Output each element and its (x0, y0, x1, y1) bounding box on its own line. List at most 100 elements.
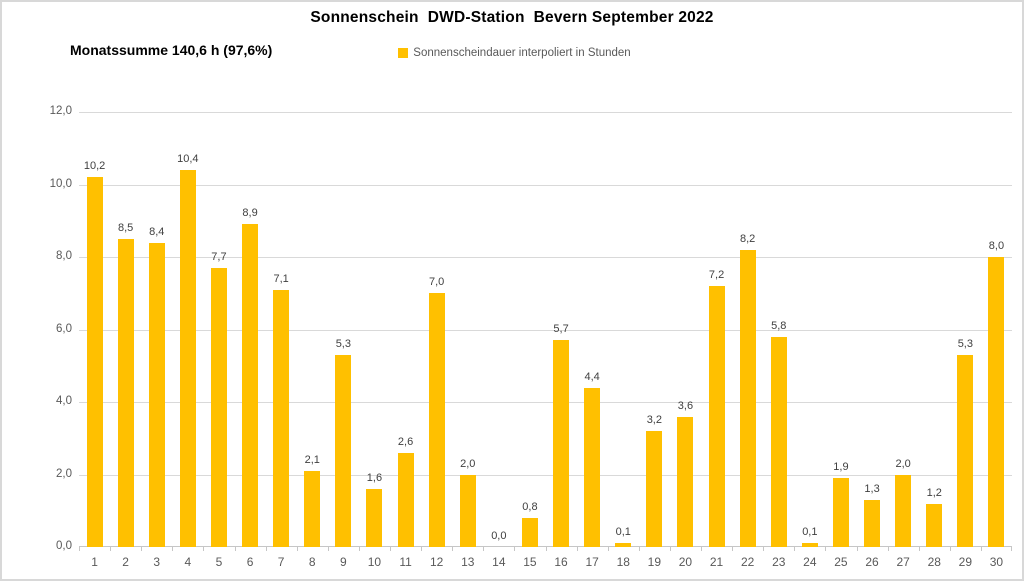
bar-value-label-day-4: 10,4 (177, 153, 199, 165)
x-axis-tick-mark (203, 547, 204, 551)
chart-title: Sonnenschein DWD-Station Bevern Septembe… (310, 9, 714, 26)
x-axis-tick-mark (390, 547, 391, 551)
x-tick-label-day-18: 18 (616, 555, 630, 569)
x-axis-tick-mark (514, 547, 515, 551)
x-axis-tick-mark (857, 547, 858, 551)
bar-value-label-day-12: 7,0 (428, 276, 445, 289)
bar-value-label-day-20: 3,6 (677, 399, 694, 412)
bar-day-13 (459, 474, 476, 547)
bar-day-7 (273, 289, 290, 547)
bar-day-16 (553, 340, 570, 547)
bar-value-label-day-30: 8,0 (988, 240, 1005, 252)
bar-value-label-day-9: 5,3 (335, 337, 351, 350)
x-tick-label-day-11: 11 (399, 555, 412, 569)
bar-value-label-day-21: 7,2 (708, 269, 725, 281)
bar-value-label-day-27: 2,0 (895, 457, 911, 470)
y-tick-label: 6,0 (56, 322, 72, 335)
x-tick-label-day-12: 12 (429, 555, 444, 569)
bar-day-23 (770, 336, 787, 547)
y-tick-label: 8,0 (56, 250, 72, 262)
legend-label: Sonnenscheindauer interpoliert in Stunde… (413, 47, 631, 59)
x-axis-tick-mark (235, 547, 236, 551)
bar-day-18 (615, 543, 632, 547)
bar-value-label-day-19: 3,2 (646, 414, 662, 426)
x-axis-tick-mark (763, 547, 764, 551)
bar-day-6 (242, 224, 259, 547)
y-tick-label: 0,0 (56, 540, 72, 552)
x-axis-line (79, 546, 1012, 547)
x-axis-tick-mark (359, 547, 360, 551)
gridline-2,0 (79, 474, 1012, 476)
bar-day-5 (210, 267, 227, 547)
bar-value-label-day-16: 5,7 (553, 323, 569, 336)
x-tick-label-day-28: 28 (927, 555, 941, 569)
x-tick-label-day-21: 21 (709, 555, 724, 569)
x-tick-label-day-16: 16 (554, 555, 568, 569)
x-axis-tick-mark (919, 547, 920, 551)
bar-value-label-day-7: 7,1 (273, 272, 289, 285)
bar-value-label-day-1: 10,2 (83, 160, 106, 173)
x-tick-label-day-9: 9 (340, 555, 347, 569)
bar-day-30 (988, 257, 1005, 547)
x-axis-tick-mark (110, 547, 111, 551)
y-tick-label: 4,0 (56, 395, 72, 407)
x-axis-tick-mark (328, 547, 329, 551)
y-tick-label: 2,0 (56, 467, 72, 480)
x-axis-tick-mark (794, 547, 795, 551)
bar-day-28 (926, 503, 943, 547)
bar-value-label-day-23: 5,8 (771, 319, 787, 332)
bar-day-9 (335, 354, 352, 547)
x-tick-label-day-7: 7 (277, 555, 285, 569)
x-tick-label-day-25: 25 (834, 555, 848, 569)
bar-day-27 (895, 474, 912, 547)
bar-value-label-day-22: 8,2 (739, 232, 756, 245)
x-tick-label-day-22: 22 (740, 555, 755, 569)
legend-swatch-icon (398, 48, 409, 58)
bar-value-label-day-2: 8,5 (117, 221, 134, 234)
legend-entry: Sonnenscheindauer interpoliert in Stunde… (398, 47, 631, 59)
x-tick-label-day-29: 29 (958, 555, 973, 569)
bar-value-label-day-8: 2,1 (304, 453, 320, 466)
bar-day-21 (708, 286, 725, 547)
x-tick-label-day-5: 5 (215, 555, 223, 569)
bar-value-label-day-25: 1,9 (833, 461, 849, 474)
x-axis-tick-mark (172, 547, 173, 551)
x-axis-tick-mark (981, 547, 982, 551)
bar-value-label-day-15: 0,8 (522, 501, 538, 513)
bar-day-11 (397, 452, 414, 547)
bar-day-12 (428, 293, 445, 547)
x-tick-label-day-3: 3 (153, 555, 161, 569)
x-axis-tick-mark (950, 547, 951, 551)
x-axis-tick-mark (452, 547, 453, 551)
bar-day-3 (148, 242, 165, 547)
bar-day-29 (957, 354, 974, 547)
x-tick-label-day-20: 20 (678, 555, 693, 569)
gridline-12,0 (79, 112, 1012, 113)
bar-value-label-day-24: 0,1 (802, 526, 818, 539)
bar-day-1 (86, 177, 103, 547)
x-tick-label-day-15: 15 (523, 555, 537, 569)
bar-day-4 (179, 170, 196, 547)
x-tick-label-day-2: 2 (122, 555, 129, 569)
bar-value-label-day-18: 0,1 (615, 526, 631, 539)
bar-day-10 (366, 489, 383, 547)
bar-day-15 (521, 518, 538, 547)
x-tick-label-day-8: 8 (308, 555, 316, 569)
x-axis-tick-mark (639, 547, 640, 551)
bar-value-label-day-29: 5,3 (957, 337, 973, 350)
bar-day-19 (646, 431, 663, 547)
x-tick-label-day-6: 6 (246, 555, 254, 569)
x-axis-tick-mark (888, 547, 889, 551)
bar-day-8 (304, 470, 321, 547)
x-tick-label-day-14: 14 (492, 555, 506, 569)
x-tick-label-day-1: 1 (91, 555, 98, 569)
x-axis-tick-mark (297, 547, 298, 551)
x-tick-label-day-30: 30 (989, 555, 1004, 569)
x-axis-tick-mark (608, 547, 609, 551)
x-tick-label-day-24: 24 (803, 555, 817, 569)
y-tick-label: 12,0 (49, 105, 72, 117)
bar-day-22 (739, 249, 756, 547)
x-tick-label-day-13: 13 (461, 555, 475, 569)
x-axis-tick-mark (141, 547, 142, 551)
